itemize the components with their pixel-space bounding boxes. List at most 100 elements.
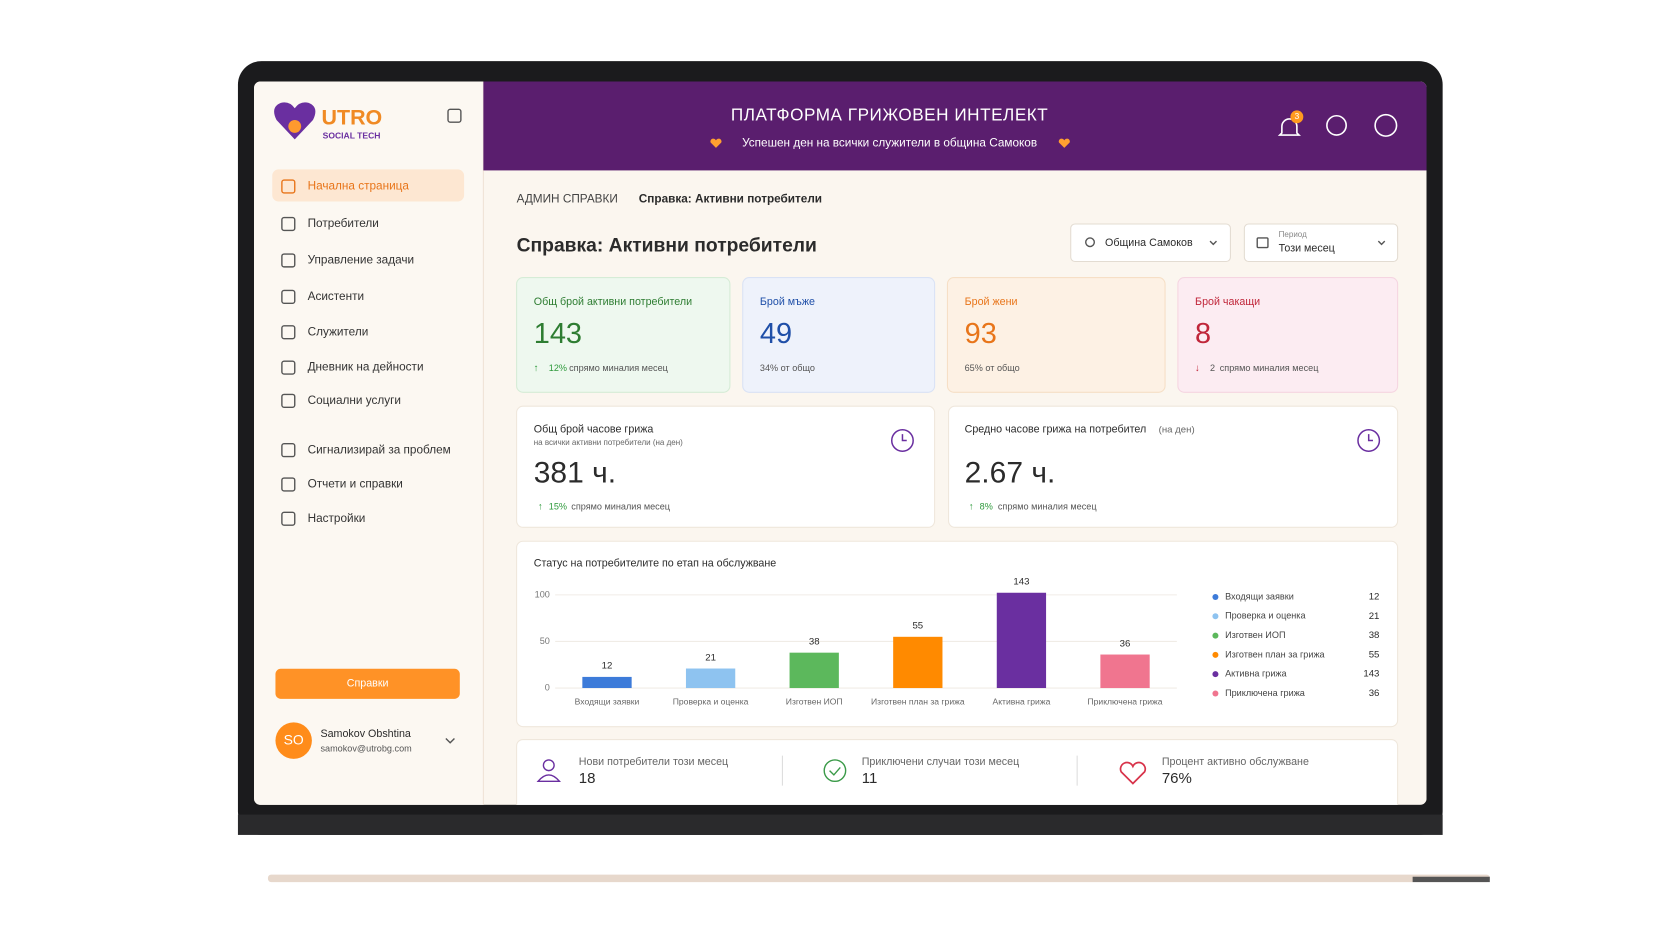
heart — [710, 138, 722, 148]
header-title: ПЛАТФОРМА ГРИЖОВЕН ИНТЕЛЕКТ — [731, 104, 1048, 124]
calendar-icon — [1256, 237, 1269, 249]
stat-label: Брой жени — [965, 296, 1018, 308]
legend-value: 55 — [1369, 649, 1380, 660]
menu-item[interactable]: Служители — [308, 325, 369, 338]
profile[interactable] — [1374, 113, 1398, 137]
user-icon — [542, 759, 555, 772]
municipality: Община Самоков — [1105, 237, 1193, 249]
badge — [1290, 110, 1304, 124]
stat-note: 65% от общо — [965, 363, 1020, 373]
value-label: 143 — [1013, 577, 1029, 588]
stat-note: спрямо миналия месец — [569, 363, 669, 373]
summary-label: Процент активно обслужване — [1162, 756, 1309, 768]
stat-value: 93 — [965, 318, 997, 350]
legend-label: Приключена грижа — [1225, 688, 1306, 698]
messages[interactable] — [1326, 114, 1347, 136]
legend-label: Входящи заявки — [1225, 591, 1294, 601]
legend-label: Активна грижа — [1225, 669, 1287, 679]
stat-note: спрямо миналия месец — [1220, 363, 1320, 373]
period: Този месец — [1279, 242, 1335, 254]
menu-icon — [281, 179, 296, 194]
legend-swatch — [1212, 593, 1219, 600]
menu-icon — [281, 393, 296, 408]
menu-icon — [281, 216, 296, 232]
laptop: UTRO SOCIAL TECH Начална страница Потреби… — [237, 61, 1490, 883]
hours-card — [948, 405, 1399, 528]
header — [483, 81, 1427, 171]
breadcrumb: Справка: Активни потребители — [639, 192, 822, 205]
stat-card — [1177, 277, 1399, 393]
menu-icon — [281, 511, 296, 526]
stat-change: 12% — [549, 363, 567, 373]
active-item — [272, 169, 465, 202]
y-tick-label: 100 — [535, 589, 550, 599]
hours-note: спрямо миналия месец — [998, 501, 1098, 511]
hours-arrow: ↑ — [538, 502, 543, 513]
pin-icon — [1085, 237, 1096, 248]
hours-label: Общ брой часове грижа — [534, 424, 654, 436]
stat-card — [516, 277, 731, 393]
hours-card — [516, 405, 936, 528]
user-name: Samokov Obshtina — [320, 728, 410, 740]
menu-icon — [281, 443, 296, 458]
legend-value: 143 — [1363, 669, 1379, 680]
hours-value: 2.67 ч. — [965, 457, 1056, 490]
stat-card — [946, 277, 1166, 393]
clock-hand — [901, 434, 907, 442]
value-label: 38 — [809, 636, 820, 647]
legend-value: 36 — [1369, 688, 1380, 699]
menu-icon — [281, 477, 296, 492]
stat-value: 143 — [534, 318, 582, 350]
value-label: 21 — [705, 652, 716, 663]
reports-button[interactable] — [275, 668, 460, 699]
stat-arrow: ↓ — [1195, 363, 1200, 374]
x-tick-label: Изготвен ИОП — [786, 696, 843, 706]
value-label: 12 — [602, 661, 613, 672]
hours-value: 381 ч. — [534, 457, 616, 490]
breadcrumb: АДМИН СПРАВКИ — [517, 192, 618, 205]
stat-label: Общ брой активни потребители — [534, 296, 692, 308]
bar — [582, 676, 632, 689]
clock-icon — [890, 429, 914, 452]
collapse-button[interactable] — [447, 108, 462, 123]
menu-item[interactable]: Управление задачи — [308, 254, 414, 267]
bar — [685, 668, 736, 689]
legend-label: Изготвен план за грижа — [1225, 649, 1325, 659]
menu-icon — [281, 325, 296, 340]
base — [267, 874, 1490, 883]
value-label: 55 — [912, 621, 923, 632]
menu-item[interactable]: Социални услуги — [308, 394, 401, 407]
menu-item[interactable]: Сигнализирай за проблем — [308, 443, 451, 456]
hours-label: Средно часове грижа на потребител — [965, 424, 1147, 436]
menu-item[interactable]: Настройки — [308, 512, 366, 525]
legend-label: Изготвен ИОП — [1225, 630, 1285, 640]
heart-icon — [1119, 761, 1147, 785]
legend-value: 12 — [1369, 592, 1380, 603]
menu-item[interactable]: Потребители — [308, 217, 379, 230]
chevron — [1377, 240, 1386, 246]
stat-note: 34% от общо — [760, 363, 815, 373]
reports-button-label: Справки — [347, 678, 389, 690]
user-menu-toggle[interactable] — [445, 737, 455, 744]
menu-item[interactable]: Начална страница — [308, 180, 410, 193]
avatar-initials: SO — [284, 731, 304, 747]
summary-label: Нови потребители този месец — [579, 756, 728, 768]
period-label: Период — [1279, 230, 1307, 239]
menu-item[interactable]: Отчети и справки — [308, 478, 403, 491]
legend-swatch — [1212, 671, 1219, 678]
menu-item[interactable]: Дневник на дейности — [308, 361, 424, 374]
period-filter[interactable] — [1243, 223, 1399, 263]
chart-card — [516, 540, 1399, 728]
menu-item[interactable]: Асистенти — [308, 290, 364, 303]
hours-change: 8% — [980, 501, 993, 511]
x-tick-label: Изготвен план за грижа — [871, 696, 965, 706]
stat-value: 8 — [1195, 318, 1211, 350]
stat-label: Брой мъже — [760, 296, 815, 308]
user-icon — [536, 774, 561, 783]
base-edge — [1412, 876, 1490, 883]
screen: UTRO SOCIAL TECH Начална страница Потреби… — [254, 81, 1427, 805]
brand-name: UTRO — [322, 106, 383, 130]
menu-icon — [281, 360, 296, 375]
heart — [1058, 138, 1070, 148]
municipality-filter[interactable] — [1070, 223, 1231, 263]
